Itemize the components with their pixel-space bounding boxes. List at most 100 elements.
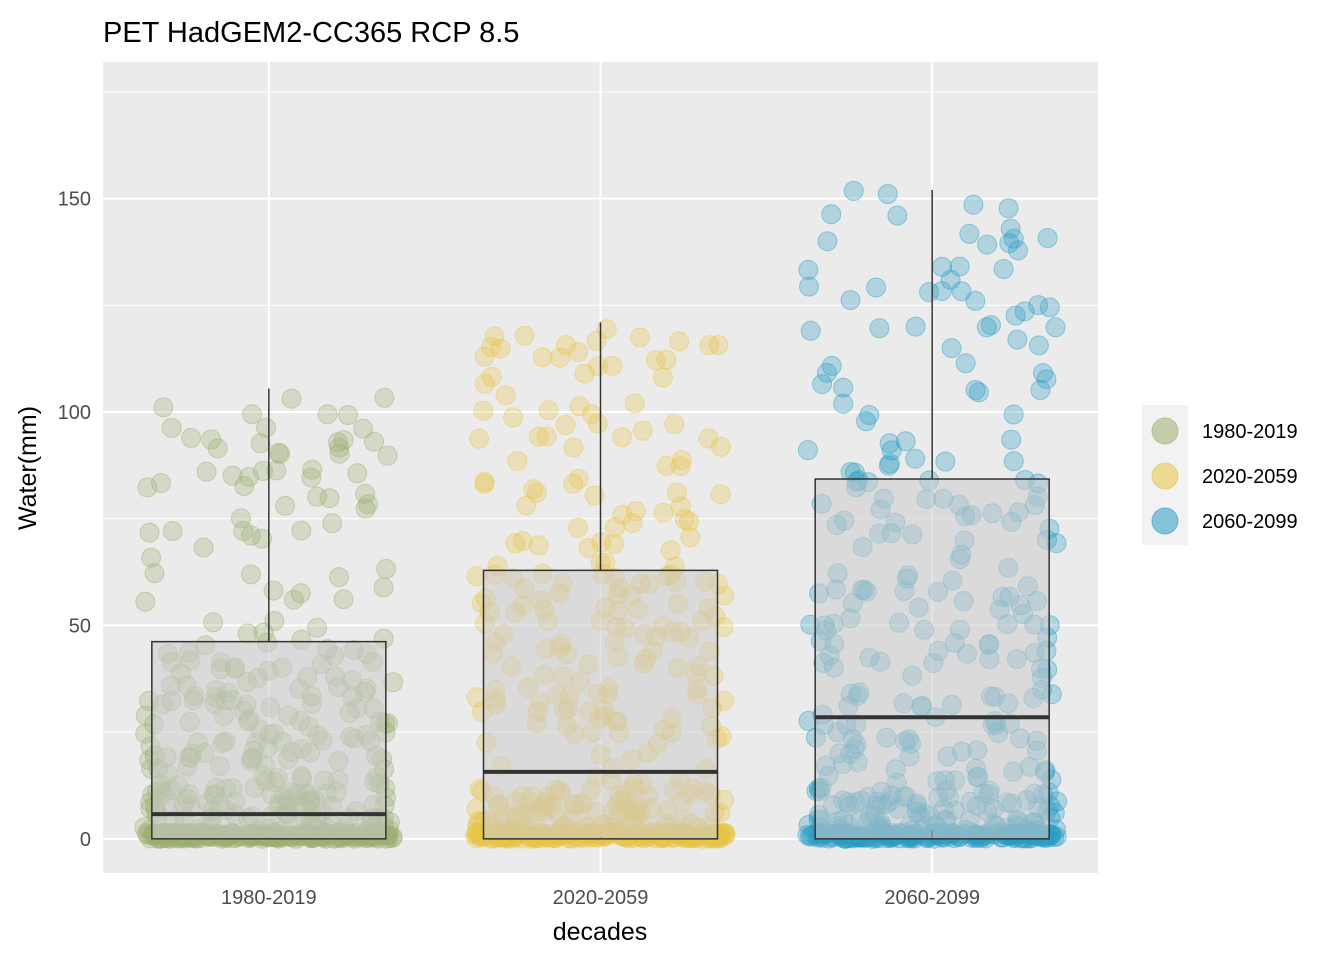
data-point bbox=[710, 484, 731, 505]
data-point bbox=[162, 521, 183, 542]
data-point bbox=[301, 467, 322, 488]
data-point bbox=[959, 223, 980, 244]
data-point bbox=[153, 397, 174, 418]
data-point bbox=[840, 290, 861, 311]
data-point bbox=[377, 445, 398, 466]
data-point bbox=[353, 418, 373, 439]
legend-label: 2060-2099 bbox=[1202, 511, 1298, 533]
data-point bbox=[516, 495, 537, 516]
data-point bbox=[869, 318, 890, 339]
data-point bbox=[612, 427, 633, 448]
data-point bbox=[1037, 228, 1058, 248]
data-point bbox=[474, 373, 495, 394]
data-point bbox=[141, 547, 162, 568]
data-point bbox=[881, 440, 902, 461]
data-point bbox=[481, 366, 502, 387]
data-point bbox=[329, 567, 349, 588]
data-point bbox=[968, 382, 989, 403]
data-point bbox=[711, 436, 731, 457]
legend-label: 2020-2059 bbox=[1202, 466, 1298, 488]
data-point bbox=[507, 451, 528, 472]
x-tick-label: 2060-2099 bbox=[884, 887, 980, 909]
y-tick-label: 0 bbox=[80, 829, 91, 851]
box bbox=[814, 478, 1050, 840]
data-point bbox=[203, 612, 224, 633]
data-point bbox=[481, 337, 502, 358]
data-point bbox=[193, 537, 214, 558]
data-point bbox=[879, 433, 900, 454]
data-point bbox=[604, 533, 625, 554]
data-point bbox=[965, 380, 986, 400]
data-point bbox=[503, 407, 524, 428]
data-point bbox=[364, 431, 384, 452]
data-point bbox=[670, 456, 691, 477]
legend-item: 2060-2099 bbox=[1151, 507, 1298, 535]
data-point bbox=[242, 404, 263, 425]
data-point bbox=[281, 388, 302, 409]
data-point bbox=[555, 415, 576, 435]
data-point bbox=[373, 577, 394, 598]
data-point bbox=[355, 483, 376, 504]
plot-panel: 0 50 100 150 1980-2019 2020-2059 2060-2099 bbox=[58, 62, 1098, 909]
data-point bbox=[859, 405, 880, 425]
data-point bbox=[266, 460, 287, 481]
data-point bbox=[250, 433, 271, 454]
data-point bbox=[1030, 380, 1051, 400]
data-point bbox=[800, 320, 821, 341]
data-point bbox=[333, 589, 354, 610]
data-point bbox=[602, 355, 623, 376]
data-point bbox=[333, 430, 354, 451]
data-point bbox=[484, 326, 505, 347]
data-point bbox=[669, 331, 690, 352]
data-point bbox=[932, 256, 953, 277]
data-point bbox=[976, 317, 997, 338]
data-point bbox=[574, 363, 595, 384]
data-point bbox=[528, 426, 549, 447]
legend-item: 2020-2059 bbox=[1151, 462, 1298, 490]
data-point bbox=[955, 353, 976, 374]
data-point bbox=[556, 335, 576, 356]
data-point bbox=[253, 461, 273, 481]
data-point bbox=[526, 482, 547, 503]
legend-key bbox=[1151, 462, 1179, 490]
data-point bbox=[625, 501, 646, 522]
data-point bbox=[866, 277, 887, 298]
data-point bbox=[376, 558, 397, 579]
data-point bbox=[591, 532, 612, 553]
data-point bbox=[290, 583, 311, 604]
data-point bbox=[935, 451, 956, 472]
data-point bbox=[196, 461, 217, 482]
data-point bbox=[977, 234, 998, 255]
data-point bbox=[268, 442, 289, 463]
data-point bbox=[877, 184, 898, 204]
data-point bbox=[879, 453, 900, 474]
chart-title: PET HadGEM2-CC365 RCP 8.5 bbox=[103, 17, 519, 49]
data-point bbox=[671, 450, 692, 471]
data-point bbox=[1028, 295, 1049, 316]
data-point bbox=[680, 527, 701, 548]
data-point bbox=[821, 355, 842, 376]
data-point bbox=[1007, 329, 1028, 350]
data-point bbox=[135, 591, 156, 612]
data-point bbox=[1003, 404, 1024, 425]
data-point bbox=[1036, 369, 1057, 390]
data-point bbox=[256, 417, 276, 438]
data-point bbox=[993, 259, 1014, 279]
data-point bbox=[817, 231, 838, 252]
data-point bbox=[307, 617, 327, 638]
data-point bbox=[144, 563, 165, 584]
x-tick-label: 2020-2059 bbox=[553, 887, 649, 909]
data-point bbox=[563, 437, 584, 458]
data-point bbox=[919, 282, 940, 303]
data-point bbox=[656, 349, 677, 370]
data-point bbox=[998, 198, 1019, 219]
data-point bbox=[656, 455, 677, 476]
boxplot-1980-2019 bbox=[151, 388, 387, 840]
data-point bbox=[355, 498, 376, 519]
data-point bbox=[233, 521, 254, 541]
boxplot-2060-2099 bbox=[814, 190, 1050, 840]
data-point bbox=[645, 350, 666, 371]
data-point bbox=[799, 276, 819, 297]
data-point bbox=[514, 325, 535, 346]
